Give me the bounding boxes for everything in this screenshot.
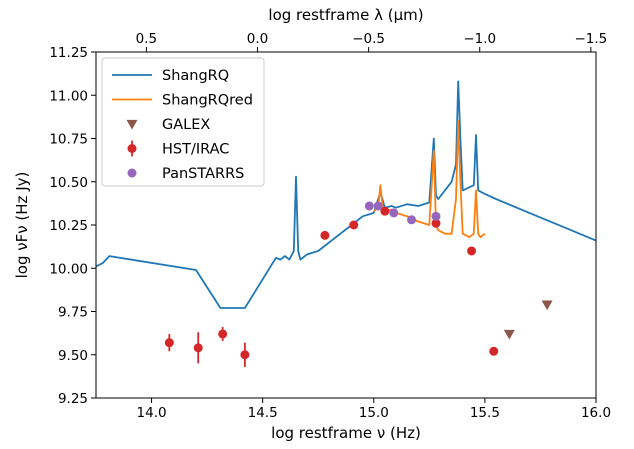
- top-tick-label: −0.5: [352, 31, 385, 47]
- y-tick-label: 10.50: [49, 175, 88, 191]
- legend-label-shangrqred: ShangRQred: [162, 93, 253, 109]
- x-axis-label: log restframe ν (Hz): [271, 424, 421, 442]
- galex-point: [503, 329, 515, 340]
- hst-irac-point: [489, 346, 499, 356]
- legend: ShangRQ ShangRQred GALEX HST/IRAC PanSTARRS: [101, 57, 265, 187]
- legend-label-galex: GALEX: [162, 117, 210, 133]
- hst-irac-point: [431, 218, 441, 228]
- y-tick-label: 11.00: [49, 88, 88, 104]
- hst-irac-point: [380, 206, 390, 216]
- hst-irac-point: [218, 329, 228, 339]
- legend-swatch-galex: [126, 119, 138, 130]
- x-tick-label: 15.0: [359, 405, 389, 421]
- hst-irac-point: [164, 338, 174, 348]
- hst-irac-point: [349, 220, 359, 230]
- y-axis-label: log νFν (Hz Jy): [13, 172, 31, 279]
- top-axis-label: log restframe λ (µm): [268, 6, 423, 24]
- y-tick-label: 9.50: [58, 348, 88, 364]
- panstarrs-point: [407, 215, 417, 225]
- galex-point: [541, 300, 553, 311]
- x-tick-label: 15.5: [470, 405, 500, 421]
- y-axis: 9.25 9.50 9.75 10.00 10.25 10.50 10.75 11.00 11.…: [49, 45, 96, 407]
- top-tick-label: −1.5: [574, 31, 607, 47]
- x-tick-label: 14.5: [248, 405, 278, 421]
- y-tick-label: 10.25: [49, 218, 88, 234]
- hst-irac-point: [240, 350, 250, 360]
- panstarrs-point: [373, 201, 383, 211]
- y-tick-label: 11.25: [49, 45, 88, 61]
- legend-label-shangrq: ShangRQ: [162, 68, 229, 84]
- x-tick-label: 14.0: [137, 405, 167, 421]
- panstarrs-point: [389, 208, 399, 218]
- legend-label-panstarrs: PanSTARRS: [162, 166, 244, 182]
- legend-frame: [101, 57, 265, 187]
- top-tick-label: 0.0: [247, 31, 268, 47]
- bottom-x-axis: 14.0 14.5 15.0 15.5 16.0: [137, 398, 611, 421]
- top-x-axis: 0.5 0.0 −0.5 −1.0 −1.5: [136, 31, 607, 52]
- y-tick-label: 9.25: [58, 391, 88, 407]
- y-tick-label: 10.00: [49, 261, 88, 277]
- panstarrs-point: [364, 201, 374, 211]
- hst-irac-point: [193, 343, 203, 353]
- panstarrs-point: [431, 211, 441, 221]
- x-tick-label: 16.0: [581, 405, 611, 421]
- marker-layer: [164, 201, 553, 367]
- legend-swatch-hst-irac: [127, 144, 137, 153]
- legend-swatch-panstarrs: [127, 168, 137, 178]
- top-tick-label: −1.0: [463, 31, 496, 47]
- hst-irac-point: [320, 230, 330, 240]
- top-tick-label: 0.5: [136, 31, 157, 47]
- hst-irac-point: [467, 246, 477, 256]
- y-tick-label: 10.75: [49, 132, 88, 148]
- legend-label-hst-irac: HST/IRAC: [162, 142, 229, 158]
- y-tick-label: 9.75: [58, 305, 88, 321]
